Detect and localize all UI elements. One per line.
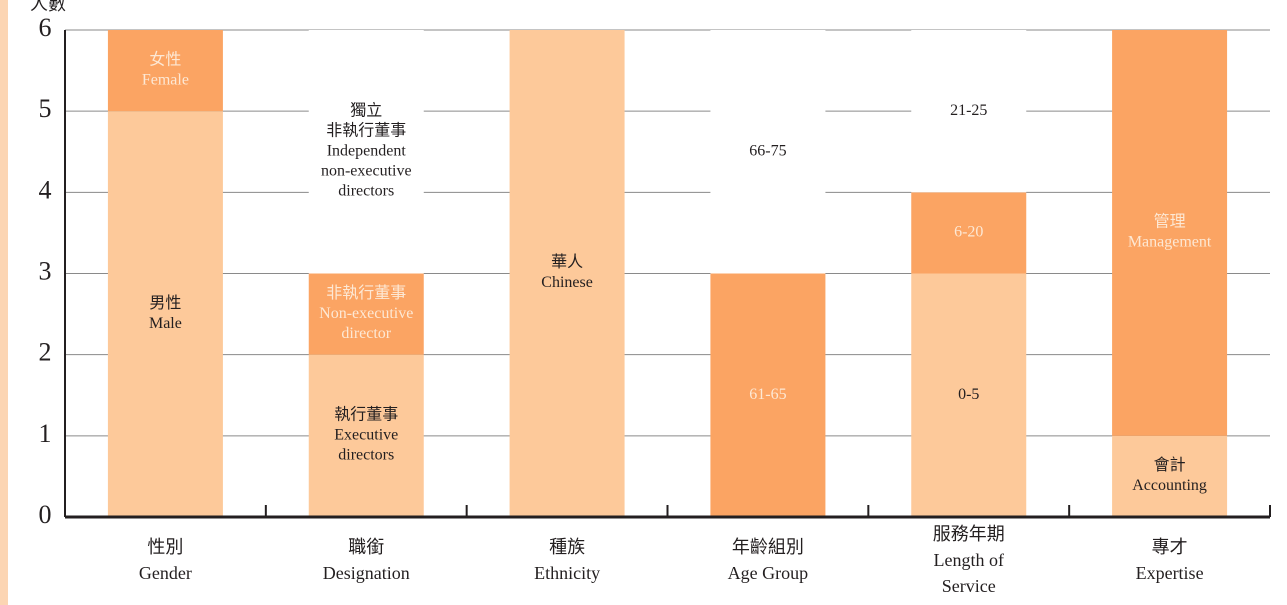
segment-label: 6-20	[954, 224, 983, 241]
x-tick-label: 性別	[147, 537, 183, 557]
bar-segment	[1112, 30, 1228, 436]
segment-label: 非執行董事	[326, 284, 406, 302]
segment-label: 華人	[551, 253, 583, 271]
y-axis-label: 人數	[30, 0, 66, 14]
segment-label: non-executive	[321, 162, 412, 179]
bar-segment	[1112, 435, 1228, 517]
x-tick-label: 年齡組別	[732, 537, 804, 557]
segment-label: Non-executive	[319, 305, 413, 322]
bar-segment	[710, 30, 826, 274]
y-tick-label: 2	[39, 338, 52, 367]
y-tick-label: 3	[39, 256, 52, 285]
bar-segment	[308, 30, 424, 274]
segment-label: 執行董事	[334, 406, 398, 424]
segment-label: 會計	[1154, 456, 1186, 474]
x-tick-label: Gender	[139, 563, 192, 583]
segment-label: Executive	[334, 427, 398, 444]
x-tick-label: Length of	[934, 550, 1004, 570]
bar-segment	[710, 273, 826, 517]
x-tick-label: Expertise	[1136, 563, 1204, 583]
bar-segment	[107, 30, 223, 112]
y-tick-label: 0	[39, 500, 52, 529]
x-tick-label: Ethnicity	[534, 563, 600, 583]
bar-segment	[509, 30, 625, 517]
segment-label: director	[341, 325, 391, 342]
segment-label: 非執行董事	[326, 121, 406, 139]
segment-label: Chinese	[541, 274, 593, 291]
bar-segment	[911, 192, 1027, 274]
x-tick-label: 種族	[549, 537, 585, 557]
y-tick-label: 4	[39, 175, 52, 204]
segment-label: 66-75	[749, 142, 786, 159]
segment-label: 61-65	[749, 386, 786, 403]
bar-segment	[911, 30, 1027, 193]
segment-label: 0-5	[958, 386, 979, 403]
segment-label: 獨立	[350, 101, 382, 119]
segment-label: Female	[142, 71, 189, 88]
side-strip	[0, 0, 8, 605]
segment-label: Accounting	[1132, 477, 1207, 494]
x-tick-label: 職銜	[348, 537, 384, 557]
segment-label: Male	[149, 315, 182, 332]
x-tick-label: 專才	[1152, 537, 1188, 557]
bar-segment	[911, 273, 1027, 517]
bar-segment	[107, 111, 223, 518]
segment-label: directors	[338, 182, 394, 199]
y-tick-label: 5	[39, 94, 52, 123]
x-tick-label: Service	[942, 576, 996, 596]
segment-label: 管理	[1154, 213, 1186, 231]
x-tick-label: Designation	[323, 563, 410, 583]
segment-label: Independent	[327, 142, 407, 159]
x-tick-label: Age Group	[728, 563, 808, 583]
x-tick-label: 服務年期	[933, 524, 1005, 544]
segment-label: 女性	[149, 49, 181, 68]
segment-label: directors	[338, 447, 394, 464]
y-tick-label: 1	[39, 419, 52, 448]
segment-label: 21-25	[950, 102, 987, 119]
bar-segment	[308, 273, 424, 355]
segment-label: Management	[1128, 234, 1212, 251]
segment-label: 男性	[149, 294, 181, 312]
y-tick-label: 6	[39, 13, 52, 42]
bar-segment	[308, 354, 424, 517]
